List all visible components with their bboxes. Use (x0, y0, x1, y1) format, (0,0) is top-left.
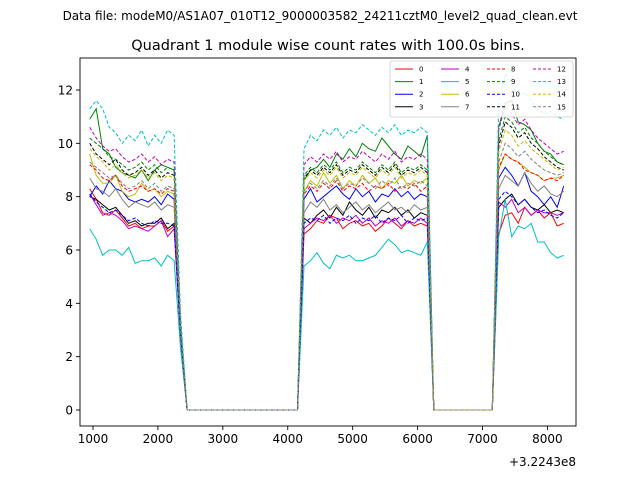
x-tick-label: 2000 (143, 432, 174, 446)
legend-label-9: 9 (511, 78, 515, 86)
series-line-12 (89, 104, 564, 411)
plot-frame (79, 57, 577, 427)
legend-label-8: 8 (511, 66, 515, 74)
legend-label-2: 2 (419, 91, 423, 99)
legend-label-15: 15 (557, 103, 566, 111)
y-tick-label: 10 (58, 137, 73, 151)
y-tick-label: 8 (65, 190, 73, 204)
legend-label-14: 14 (557, 91, 566, 99)
legend-label-1: 1 (419, 78, 423, 86)
series-line-15 (89, 142, 564, 411)
y-tick-label: 12 (58, 84, 73, 98)
y-tick-label: 0 (65, 404, 73, 418)
legend-label-5: 5 (465, 78, 469, 86)
legend-label-11: 11 (511, 103, 520, 111)
y-tick-label: 2 (65, 350, 73, 364)
x-tick-label: 1000 (78, 432, 109, 446)
x-tick-label: 3000 (208, 432, 239, 446)
x-offset-text: +3.2243e8 (509, 455, 576, 469)
legend-label-3: 3 (419, 103, 423, 111)
legend-label-4: 4 (465, 66, 470, 74)
y-tick-label: 6 (65, 244, 73, 258)
x-tick-label: 6000 (402, 432, 433, 446)
y-tick-label: 4 (65, 297, 73, 311)
legend-box (389, 60, 574, 118)
legend-label-13: 13 (557, 78, 566, 86)
x-tick-label: 8000 (532, 432, 563, 446)
series-line-8 (89, 153, 565, 411)
legend-label-6: 6 (465, 91, 470, 99)
legend-label-7: 7 (465, 103, 469, 111)
chart-title: Quadrant 1 module wise count rates with … (131, 38, 525, 54)
legend-label-0: 0 (419, 66, 423, 74)
figure-suptitle: Data file: modeM0/AS1A07_010T12_90000035… (63, 9, 578, 23)
legend-label-12: 12 (557, 66, 566, 74)
legend-label-10: 10 (511, 91, 520, 99)
x-tick-label: 7000 (467, 432, 498, 446)
x-tick-label: 5000 (337, 432, 368, 446)
x-tick-label: 4000 (272, 432, 303, 446)
